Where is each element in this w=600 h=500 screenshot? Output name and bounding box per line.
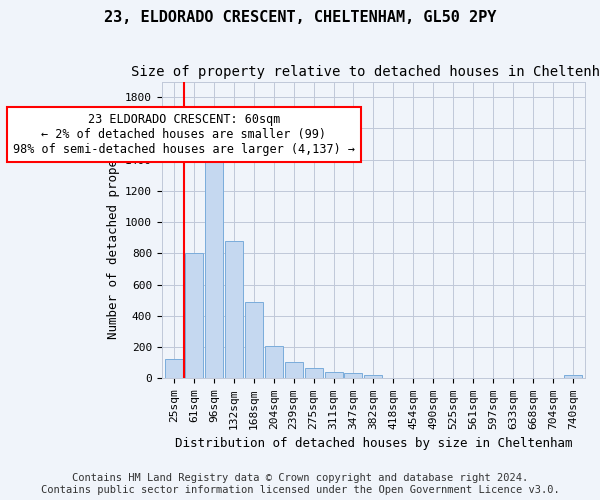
Bar <box>205 148 223 378</box>
Bar <box>165 359 183 378</box>
X-axis label: Distribution of detached houses by size in Cheltenham: Distribution of detached houses by size … <box>175 437 572 450</box>
Bar <box>245 302 263 378</box>
Bar <box>364 376 382 378</box>
Bar <box>265 346 283 378</box>
Bar <box>225 241 243 378</box>
Bar <box>284 362 302 378</box>
Text: 23, ELDORADO CRESCENT, CHELTENHAM, GL50 2PY: 23, ELDORADO CRESCENT, CHELTENHAM, GL50 … <box>104 10 496 25</box>
Y-axis label: Number of detached properties: Number of detached properties <box>107 121 119 339</box>
Bar <box>344 373 362 378</box>
Text: 23 ELDORADO CRESCENT: 60sqm
← 2% of detached houses are smaller (99)
98% of semi: 23 ELDORADO CRESCENT: 60sqm ← 2% of deta… <box>13 113 355 156</box>
Text: Contains HM Land Registry data © Crown copyright and database right 2024.
Contai: Contains HM Land Registry data © Crown c… <box>41 474 559 495</box>
Bar <box>564 376 582 378</box>
Bar <box>185 254 203 378</box>
Bar <box>305 368 323 378</box>
Bar <box>325 372 343 378</box>
Title: Size of property relative to detached houses in Cheltenham: Size of property relative to detached ho… <box>131 65 600 79</box>
